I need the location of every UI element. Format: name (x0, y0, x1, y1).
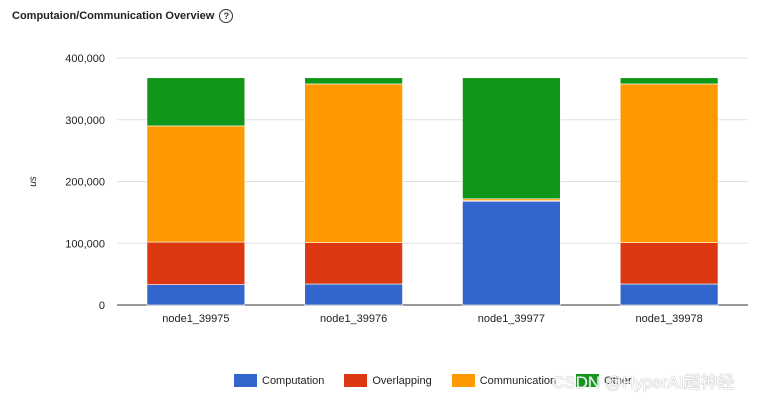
x-tick-label: node1_39977 (478, 313, 545, 325)
legend-label: Computation (262, 374, 325, 387)
y-tick-label: 200,000 (65, 177, 105, 189)
legend-swatch (344, 374, 368, 387)
legend-swatch (234, 374, 257, 387)
bars (146, 77, 719, 306)
bar-segment-computation[interactable] (146, 284, 246, 306)
chart-header: Computaion/Communication Overview ? (12, 9, 234, 23)
legend: Computation Overlapping Communication Other (234, 374, 652, 387)
bar-segment-overlapping[interactable] (146, 241, 246, 285)
x-tick-label: node1_39975 (162, 313, 229, 325)
y-tick-label: 0 (99, 300, 105, 312)
bar-segment-computation[interactable] (304, 283, 403, 306)
watermark: CSDN @HyperAI超神经 (552, 373, 735, 392)
legend-swatch (576, 374, 600, 387)
legend-item[interactable]: Overlapping (344, 374, 432, 387)
legend-item[interactable]: Other (576, 374, 632, 387)
bar-segment-communication[interactable] (146, 125, 246, 243)
legend-item[interactable]: Computation (234, 374, 324, 387)
legend-swatch (451, 374, 475, 387)
legend-label: Other (604, 374, 632, 387)
bar-segment-overlapping[interactable] (619, 242, 719, 285)
bar-segment-communication[interactable] (619, 83, 719, 243)
bar-segment-overlapping[interactable] (304, 242, 403, 285)
legend-label: Communication (479, 374, 557, 387)
chart-title: Computaion/Communication Overview (12, 10, 215, 22)
axis-labels: 0 100,000 200,000 300,000 400,000 us node1_399… (28, 53, 703, 325)
help-icon[interactable]: ? (219, 9, 234, 23)
bar-segment-other[interactable] (619, 77, 719, 85)
bar-segment-other[interactable] (304, 77, 403, 85)
y-axis-label: us (28, 176, 39, 187)
x-tick-label: node1_39978 (635, 313, 702, 325)
bar-segment-computation[interactable] (619, 283, 719, 306)
bar-segment-other[interactable] (146, 77, 246, 127)
bar-segment-other[interactable] (462, 77, 561, 200)
y-tick-label: 400,000 (65, 53, 105, 65)
y-tick-label: 100,000 (65, 238, 105, 250)
y-tick-label: 300,000 (65, 115, 105, 127)
legend-item[interactable]: Communication (451, 374, 557, 387)
bar-segment-communication[interactable] (304, 83, 403, 243)
x-tick-label: node1_39976 (320, 313, 387, 325)
legend-label: Overlapping (372, 374, 432, 387)
bar-segment-computation[interactable] (462, 200, 561, 306)
